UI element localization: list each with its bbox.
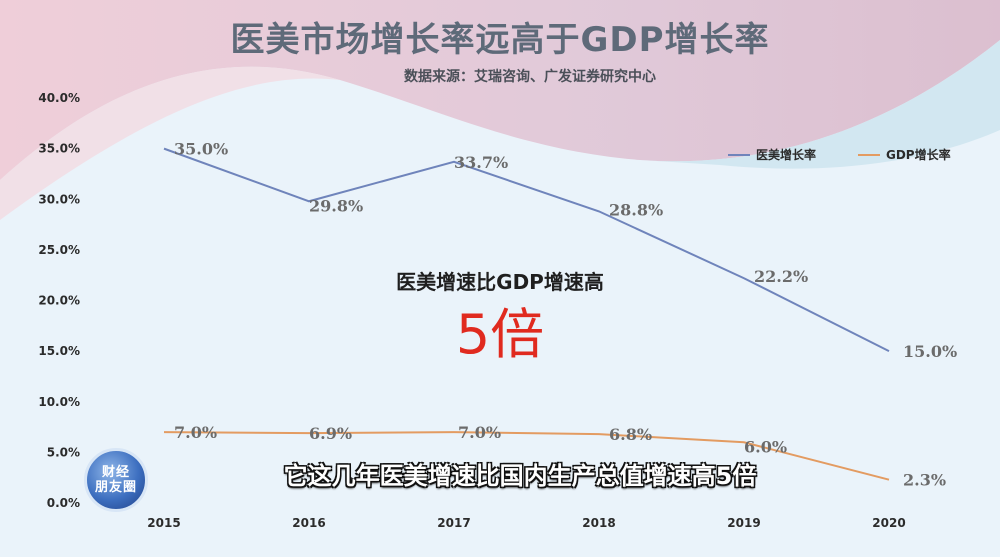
y-tick-label: 5.0% — [47, 445, 80, 459]
y-tick-label: 0.0% — [47, 496, 80, 510]
data-label: 33.7% — [454, 153, 508, 172]
x-tick-label: 2015 — [147, 516, 180, 530]
y-tick-label: 25.0% — [38, 243, 80, 257]
data-labels: 35.0% 29.8% 33.7% 28.8% 22.2% 15.0% 7.0% 6.9% 7.… — [174, 140, 957, 490]
data-label: 6.8% — [609, 425, 652, 444]
series-line-0 — [163, 147, 890, 353]
data-label: 2.3% — [903, 471, 946, 490]
data-label: 15.0% — [903, 342, 957, 361]
y-tick-label: 30.0% — [38, 192, 80, 206]
x-tick-label: 2020 — [872, 516, 905, 530]
data-label: 28.8% — [609, 200, 663, 219]
chart-title: 医美市场增长率远高于GDP增长率 — [230, 20, 770, 60]
data-label: 7.0% — [174, 423, 217, 442]
data-label: 6.0% — [744, 437, 787, 456]
data-label: 7.0% — [458, 423, 501, 442]
legend-label: 医美增长率 — [756, 147, 816, 162]
x-tick-label: 2017 — [437, 516, 470, 530]
x-axis: 2015 2016 2017 2018 2019 2020 — [147, 516, 905, 530]
y-tick-label: 10.0% — [38, 395, 80, 409]
source-note: 数据来源：艾瑞咨询、广发证券研究中心 — [404, 69, 656, 85]
legend-label: GDP增长率 — [886, 147, 951, 162]
y-tick-label: 15.0% — [38, 344, 80, 358]
series-line-1 — [163, 431, 890, 481]
legend: 医美增长率 GDP增长率 — [728, 147, 951, 162]
video-caption: 它这几年医美增速比国内生产总值增速高5倍 — [283, 462, 757, 490]
logo-line1: 财经 — [101, 465, 130, 480]
data-label: 29.8% — [309, 196, 363, 215]
logo-line2: 朋友圈 — [94, 480, 137, 495]
y-tick-label: 35.0% — [38, 142, 80, 156]
y-tick-label: 20.0% — [38, 294, 80, 308]
y-tick-label: 40.0% — [38, 91, 80, 105]
y-axis: 0.0% 5.0% 10.0% 15.0% 20.0% 25.0% 30.0% 35.0% 40… — [38, 91, 80, 510]
callout-value: 5倍 — [455, 303, 545, 366]
x-tick-label: 2018 — [582, 516, 615, 530]
callout-label: 医美增速比GDP增速高 — [396, 270, 604, 294]
data-label: 35.0% — [174, 140, 228, 159]
data-label: 6.9% — [309, 424, 352, 443]
data-label: 22.2% — [754, 267, 808, 286]
channel-logo: 财经 朋友圈 — [84, 448, 148, 512]
x-tick-label: 2019 — [727, 516, 760, 530]
series-lines — [163, 147, 890, 481]
x-tick-label: 2016 — [292, 516, 325, 530]
